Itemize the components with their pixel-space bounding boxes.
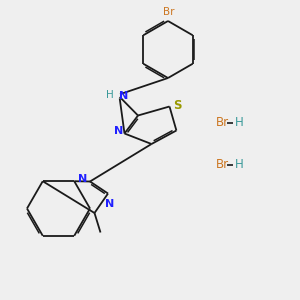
Text: N: N (105, 199, 114, 209)
Text: N: N (78, 174, 87, 184)
Text: H: H (106, 90, 114, 100)
Text: H: H (235, 116, 243, 130)
Text: H: H (235, 158, 243, 172)
Text: Br: Br (216, 116, 229, 130)
Text: N: N (118, 91, 128, 101)
Text: N: N (114, 126, 123, 136)
Text: Br: Br (164, 8, 175, 17)
Text: Br: Br (216, 158, 229, 172)
Text: S: S (173, 99, 182, 112)
